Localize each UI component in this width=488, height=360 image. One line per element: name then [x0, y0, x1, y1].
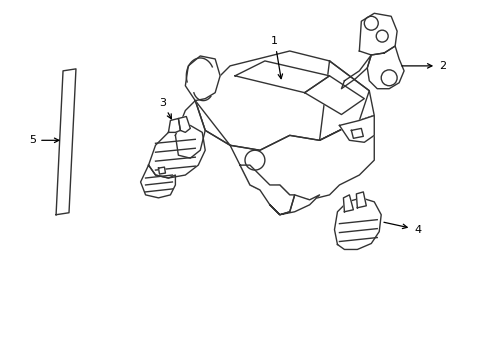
Text: 2: 2: [401, 61, 445, 71]
Polygon shape: [56, 69, 76, 215]
Polygon shape: [319, 61, 373, 140]
Polygon shape: [356, 192, 366, 208]
Polygon shape: [141, 165, 175, 198]
Text: 5: 5: [29, 135, 59, 145]
Polygon shape: [148, 125, 205, 178]
Text: 3: 3: [159, 98, 171, 119]
Polygon shape: [351, 129, 363, 138]
Polygon shape: [304, 76, 364, 114]
Polygon shape: [195, 51, 368, 150]
Text: 4: 4: [383, 222, 420, 235]
Polygon shape: [240, 165, 294, 215]
Polygon shape: [178, 117, 190, 132]
Polygon shape: [185, 56, 220, 100]
Polygon shape: [366, 46, 403, 89]
Polygon shape: [168, 118, 180, 132]
Polygon shape: [334, 198, 381, 249]
Polygon shape: [339, 116, 373, 142]
Text: 1: 1: [271, 36, 282, 78]
Polygon shape: [195, 100, 373, 200]
Polygon shape: [341, 55, 370, 89]
Polygon shape: [158, 167, 165, 174]
Polygon shape: [359, 13, 396, 55]
Polygon shape: [175, 100, 205, 158]
Polygon shape: [343, 195, 353, 212]
Polygon shape: [269, 195, 319, 215]
Polygon shape: [235, 61, 329, 93]
